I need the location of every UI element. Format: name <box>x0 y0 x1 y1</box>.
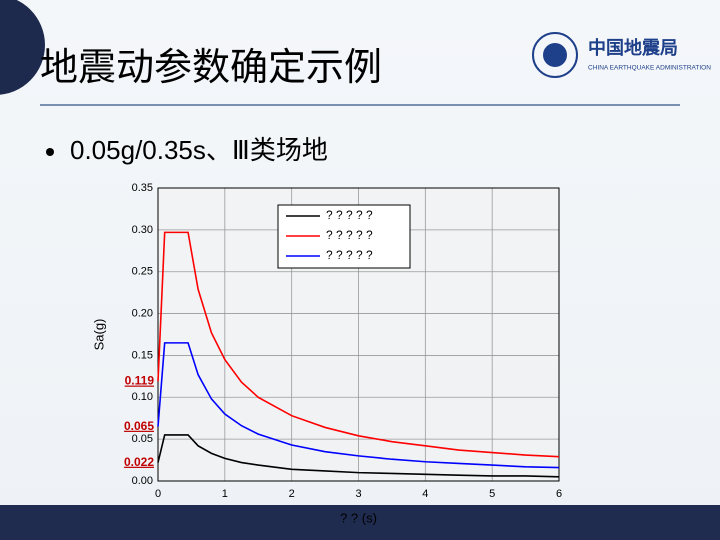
logo-emblem-core <box>543 43 567 67</box>
x-tick-label: 5 <box>489 488 495 500</box>
annotation-label: 0.065 <box>124 419 154 433</box>
x-axis-label: ? ? (s) <box>340 510 377 525</box>
chart: 0.00 0.05 0.10 0.15 0.20 0.25 0.30 0.35 0 1 2 3 4 5 6?… <box>91 182 562 526</box>
y-tick-label: 0.10 <box>132 391 153 403</box>
series-line <box>157 342 560 469</box>
logo-name: 中国地震局 <box>588 37 678 58</box>
title-rule <box>40 104 680 106</box>
slide-title: 地震动参数确定示例 <box>40 47 382 89</box>
series-line <box>157 231 560 458</box>
x-tick-label: 0 <box>155 488 161 500</box>
y-tick-label: 0.25 <box>132 266 153 278</box>
footer-bar <box>0 505 720 540</box>
y-tick-label: 0.20 <box>132 307 153 319</box>
corner-circle <box>0 0 45 95</box>
legend-label: ? ? ? ? ? <box>326 208 373 222</box>
x-tick-label: 4 <box>422 488 428 500</box>
bullet-dot <box>46 148 54 156</box>
y-tick-label: 0.35 <box>132 182 153 194</box>
y-axis-label: Sa(g) <box>91 319 106 351</box>
plot-frame <box>157 187 560 482</box>
y-tick-label: 0.00 <box>132 475 153 487</box>
y-tick-label: 0.05 <box>132 433 153 445</box>
annotation-label: 0.022 <box>124 455 154 469</box>
x-tick-label: 2 <box>289 488 295 500</box>
x-tick-label: 6 <box>556 488 562 500</box>
x-tick-label: 3 <box>355 488 361 500</box>
logo-english: CHINA EARTHQUAKE ADMINISTRATION <box>588 65 711 72</box>
legend-label: ? ? ? ? ? <box>326 228 373 242</box>
logo-emblem <box>532 32 578 78</box>
y-tick-label: 0.30 <box>132 224 153 236</box>
y-tick-label: 0.15 <box>132 349 153 361</box>
x-tick-label: 1 <box>222 488 228 500</box>
legend-label: ? ? ? ? ? <box>326 248 373 262</box>
annotation-label: 0.119 <box>125 374 155 388</box>
bullet-text: 0.05g/0.35s、Ⅲ类场地 <box>70 135 328 165</box>
series-line <box>157 434 560 478</box>
